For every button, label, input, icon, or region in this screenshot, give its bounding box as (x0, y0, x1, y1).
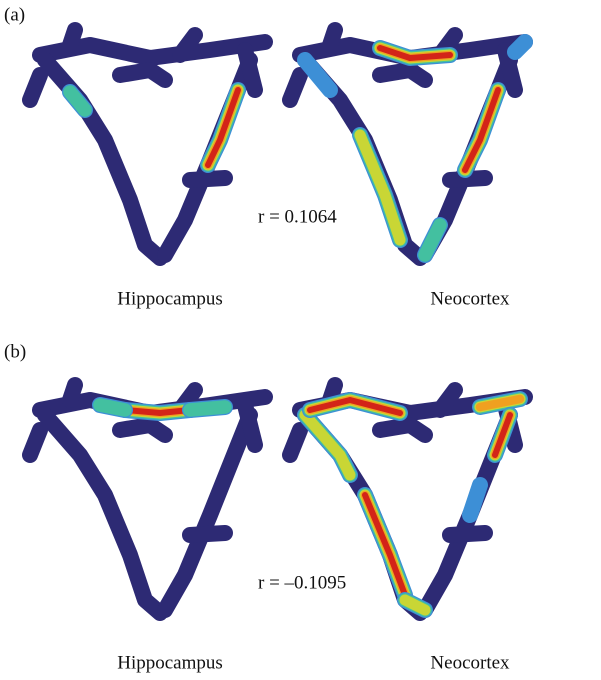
field (307, 397, 403, 416)
track (372, 417, 433, 443)
field (475, 394, 525, 412)
field (507, 34, 533, 60)
field (63, 85, 92, 117)
track (282, 422, 308, 463)
field (299, 409, 356, 481)
field (462, 87, 501, 173)
caption: Hippocampus (117, 288, 223, 309)
field (122, 407, 193, 416)
track (22, 67, 48, 108)
field (93, 398, 132, 417)
caption: Hippocampus (117, 652, 223, 673)
field (205, 87, 241, 168)
track (237, 397, 263, 453)
field (354, 129, 406, 246)
caption: Neocortex (430, 288, 510, 309)
field (377, 45, 453, 61)
field (492, 412, 513, 458)
field (462, 477, 488, 523)
track (372, 62, 433, 88)
track (157, 407, 258, 618)
track (442, 525, 493, 543)
track (62, 22, 83, 53)
field (297, 52, 338, 98)
correlation: r = –0.1095 (258, 572, 346, 593)
track (282, 67, 308, 108)
field (399, 594, 431, 616)
track (432, 382, 463, 418)
track (62, 377, 83, 408)
track (182, 525, 233, 543)
track (112, 417, 173, 443)
track (182, 170, 233, 188)
caption: Neocortex (430, 652, 510, 673)
correlation: r = 0.1064 (258, 206, 337, 227)
track (22, 422, 48, 463)
track (37, 407, 168, 621)
track (37, 52, 168, 266)
field (418, 218, 447, 262)
place-field-maps (22, 22, 533, 621)
track (497, 42, 523, 98)
track (172, 27, 203, 63)
track (442, 170, 493, 188)
panel-label: (b) (4, 341, 26, 362)
track (112, 62, 173, 88)
field (362, 492, 408, 598)
panel-label: (a) (4, 4, 25, 25)
track (237, 42, 263, 98)
track (322, 22, 343, 53)
field (183, 400, 232, 417)
